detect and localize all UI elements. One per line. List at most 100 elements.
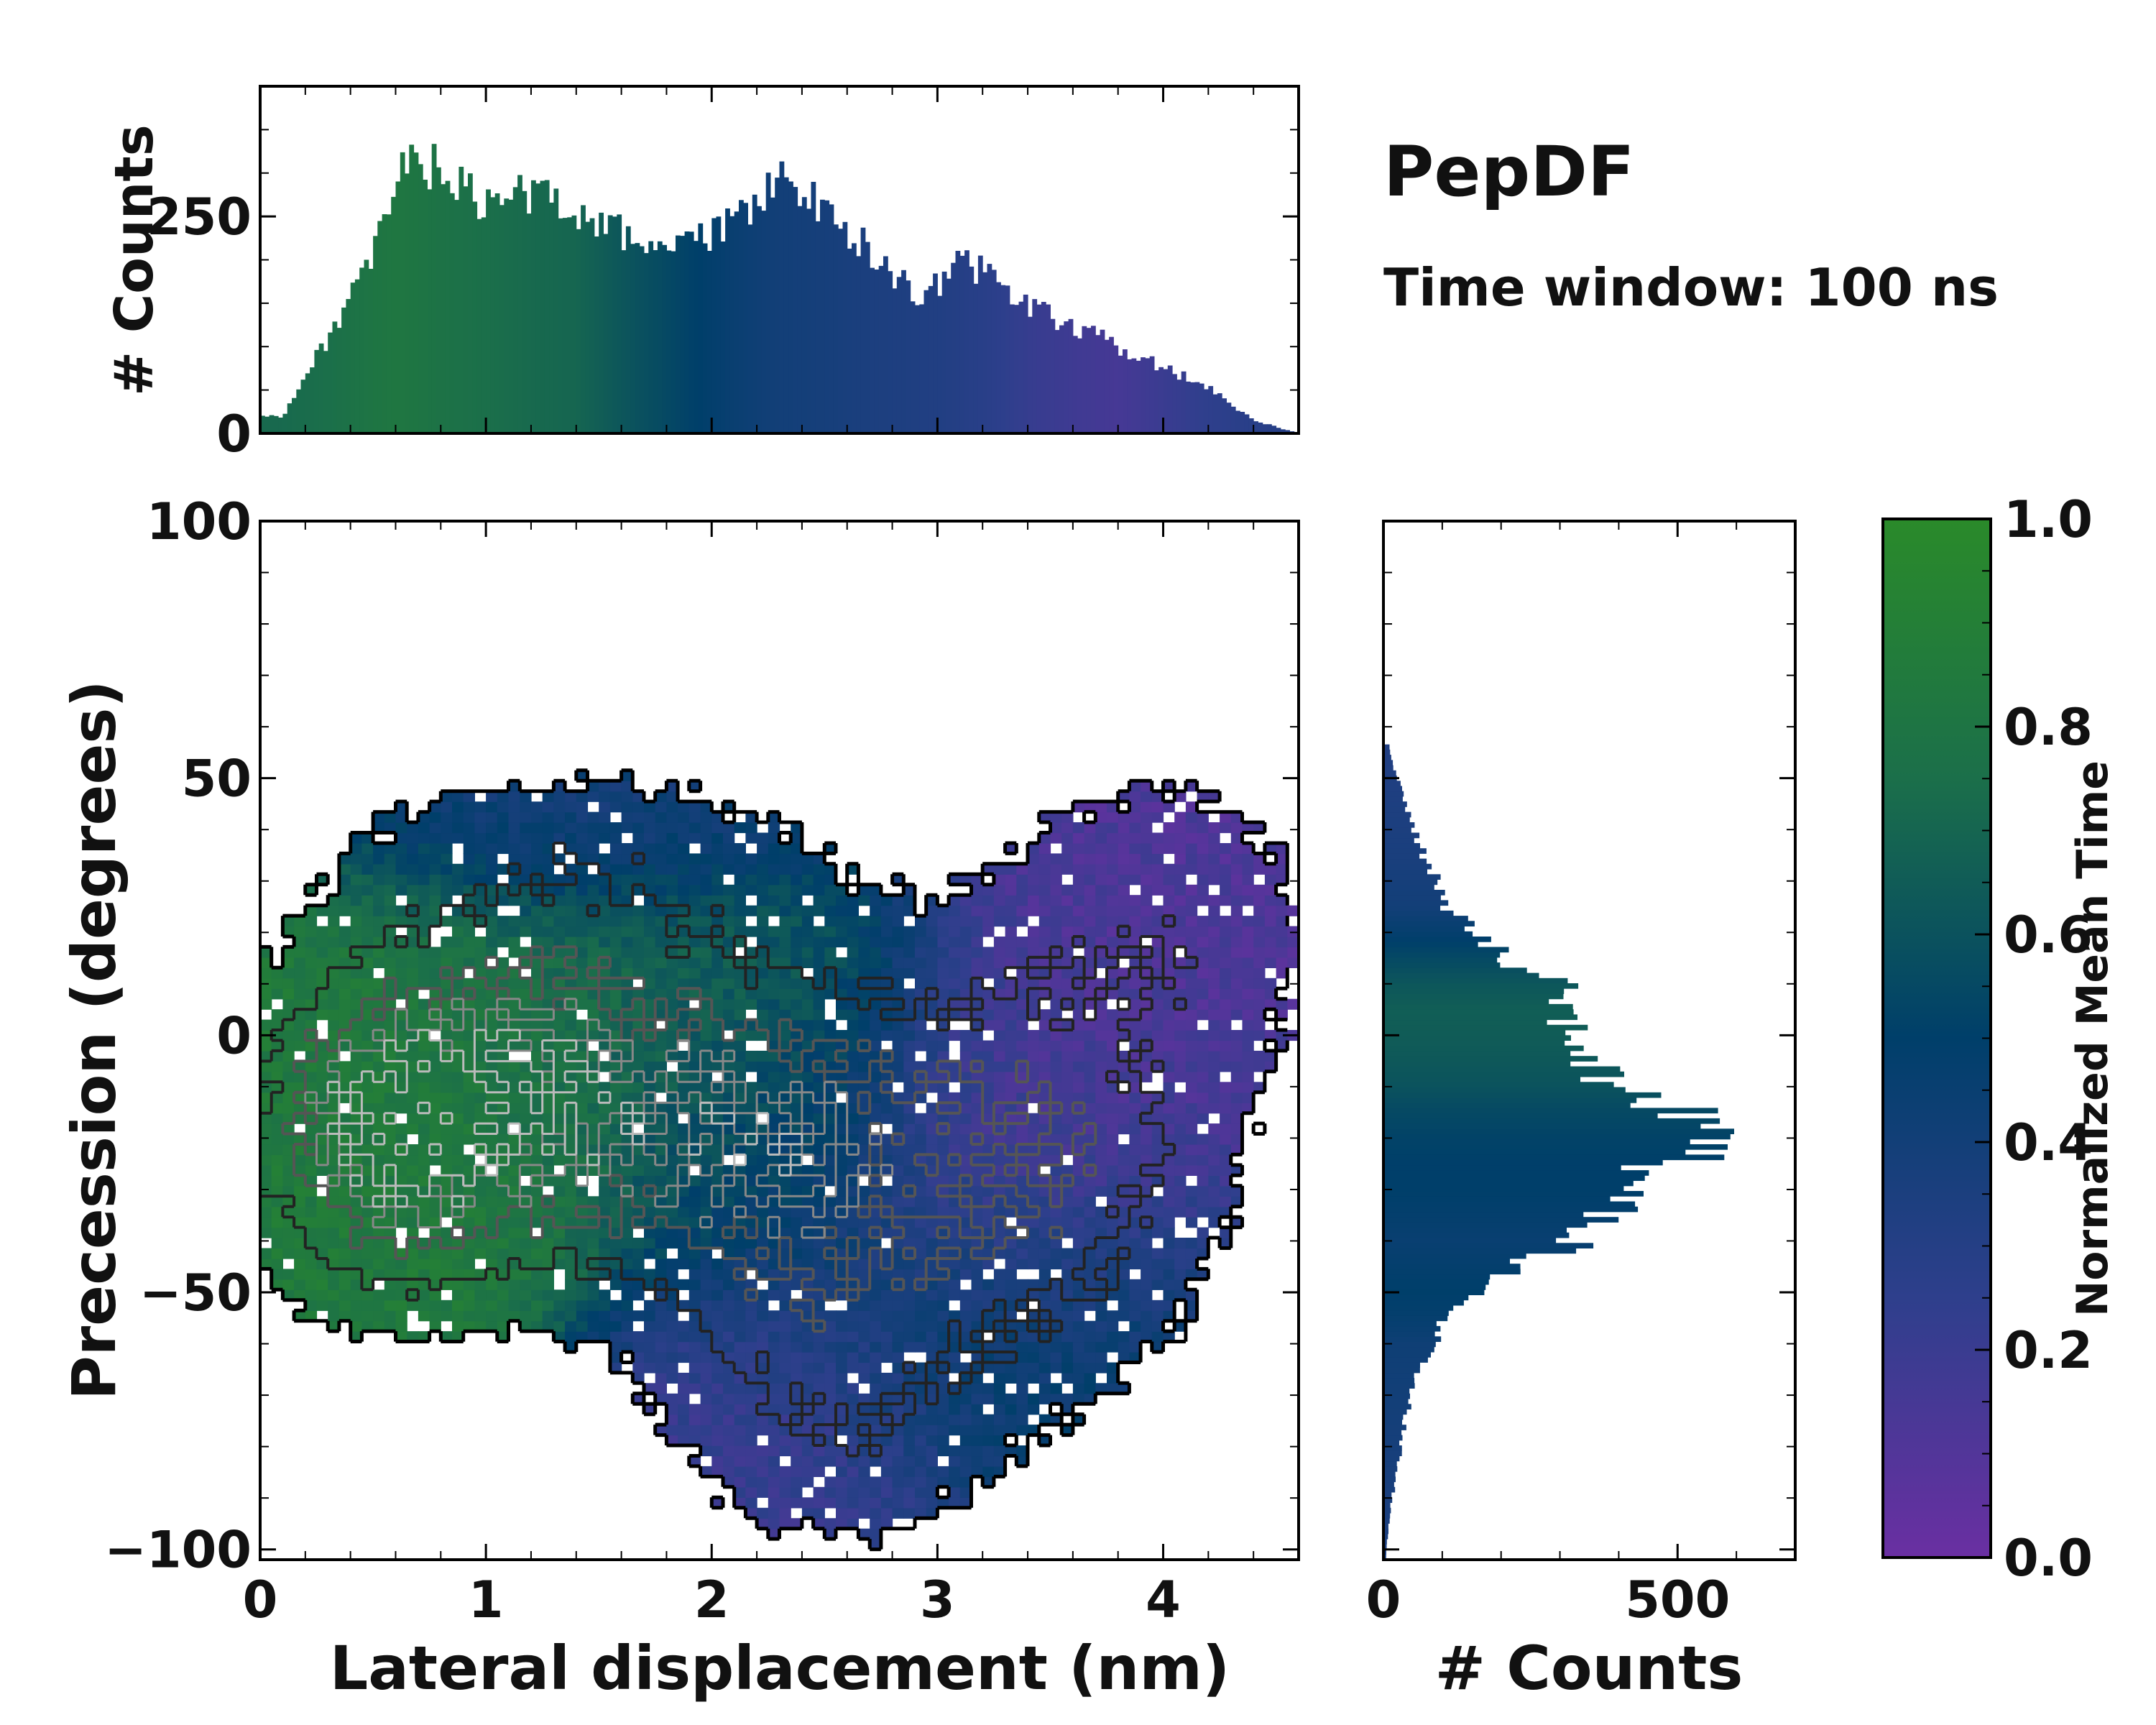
heatmap-cell	[1016, 998, 1028, 1010]
heatmap-cell	[847, 1103, 859, 1114]
heatmap-cell	[678, 843, 690, 855]
heatmap-cell	[576, 811, 589, 823]
heatmap-cell	[587, 1133, 599, 1145]
heatmap-cell	[768, 1113, 780, 1124]
top-histogram-bar	[364, 259, 369, 433]
heatmap-cell	[542, 1164, 554, 1176]
heatmap-cell	[813, 947, 825, 958]
heatmap-cell	[361, 978, 374, 989]
heatmap-cell	[824, 1269, 837, 1280]
heatmap-cell	[1107, 1082, 1119, 1093]
heatmap-cell	[757, 1518, 769, 1530]
heatmap-cell	[452, 1196, 464, 1208]
heatmap-cell	[836, 1289, 848, 1301]
heatmap-cell	[655, 1030, 667, 1041]
heatmap-cell	[1050, 998, 1062, 1010]
heatmap-cell	[565, 1289, 577, 1301]
heatmap-cell	[486, 1061, 498, 1072]
heatmap-cell	[316, 1050, 328, 1062]
heatmap-cell	[1197, 1196, 1209, 1208]
heatmap-cell	[1242, 822, 1254, 834]
heatmap-cell	[959, 1227, 972, 1238]
heatmap-cell	[870, 1082, 882, 1093]
heatmap-cell	[621, 1320, 633, 1332]
heatmap-cell	[1163, 978, 1175, 989]
top-histogram-bar	[486, 189, 491, 433]
heatmap-cell	[824, 1227, 837, 1238]
heatmap-cell	[1185, 1310, 1198, 1322]
heatmap-cell	[768, 1248, 780, 1259]
heatmap-cell	[791, 1175, 803, 1187]
top-histogram-bar	[540, 180, 545, 433]
heatmap-cell	[870, 1164, 882, 1176]
heatmap-cell	[711, 1497, 724, 1509]
top-histogram-bar	[824, 200, 830, 433]
heatmap-cell	[294, 1144, 306, 1156]
heatmap-cell	[384, 1103, 397, 1114]
heatmap-cell	[666, 1217, 678, 1228]
heatmap-cell	[305, 1185, 318, 1197]
heatmap-cell	[926, 1123, 938, 1135]
top-histogram-bar	[761, 211, 767, 433]
heatmap-cell	[745, 1486, 757, 1498]
heatmap-cell	[553, 1103, 566, 1114]
heatmap-cell	[576, 1092, 589, 1103]
heatmap-cell	[982, 1009, 995, 1021]
heatmap-cell	[1050, 1009, 1062, 1021]
heatmap-cell	[1095, 1103, 1107, 1114]
heatmap-cell	[632, 832, 645, 844]
heatmap-cell	[1151, 1269, 1164, 1280]
heatmap-cell	[1151, 801, 1164, 813]
heatmap-cell	[361, 1103, 374, 1114]
heatmap-cell	[1197, 947, 1209, 958]
heatmap-cell	[294, 1040, 306, 1052]
heatmap-cell	[678, 1196, 690, 1208]
heatmap-cell	[734, 1404, 746, 1415]
heatmap-cell	[418, 884, 430, 896]
heatmap-cell	[441, 791, 453, 802]
heatmap-cell	[1129, 1123, 1141, 1135]
heatmap-cell	[1208, 1103, 1220, 1114]
heatmap-cell	[959, 1404, 972, 1415]
heatmap-cell	[361, 1320, 374, 1332]
heatmap-cell	[441, 1164, 453, 1176]
heatmap-cell	[508, 1300, 520, 1311]
heatmap-cell	[779, 1310, 791, 1322]
heatmap-cell	[926, 1435, 938, 1446]
heatmap-cell	[1072, 1133, 1085, 1145]
heatmap-cell	[1038, 1248, 1051, 1259]
heatmap-cell	[632, 874, 645, 886]
heatmap-cell	[1084, 947, 1096, 958]
heatmap-cell	[734, 1486, 746, 1498]
heatmap-cell	[350, 1154, 362, 1166]
heatmap-cell	[384, 1154, 397, 1166]
heatmap-cell	[937, 978, 949, 989]
heatmap-cell	[1242, 1050, 1254, 1062]
heatmap-cell	[1038, 905, 1051, 916]
heatmap-cell	[892, 1300, 904, 1311]
heatmap-cell	[599, 978, 611, 989]
heatmap-cell	[813, 1383, 825, 1394]
heatmap-cell	[1061, 863, 1074, 875]
heatmap-cell	[791, 957, 803, 968]
heatmap-cell	[858, 1144, 870, 1156]
heatmap-cell	[632, 1196, 645, 1208]
heatmap-cell	[565, 1144, 577, 1156]
heatmap-cell	[779, 874, 791, 886]
heatmap-cell	[1197, 1248, 1209, 1259]
heatmap-cell	[452, 801, 464, 813]
heatmap-cell	[700, 1320, 712, 1332]
heatmap-cell	[553, 1175, 566, 1187]
heatmap-cell	[1072, 1383, 1085, 1394]
heatmap-cell	[1050, 1393, 1062, 1404]
heatmap-cell	[497, 1217, 510, 1228]
heatmap-cell	[937, 957, 949, 968]
heatmap-cell	[520, 1144, 532, 1156]
heatmap-cell	[971, 1050, 983, 1062]
heatmap-cell	[474, 916, 487, 927]
top-histogram-bar	[1118, 355, 1123, 433]
heatmap-cell	[1141, 863, 1153, 875]
heatmap-cell	[644, 1154, 656, 1166]
heatmap-cell	[926, 905, 938, 916]
heatmap-cell	[791, 1300, 803, 1311]
